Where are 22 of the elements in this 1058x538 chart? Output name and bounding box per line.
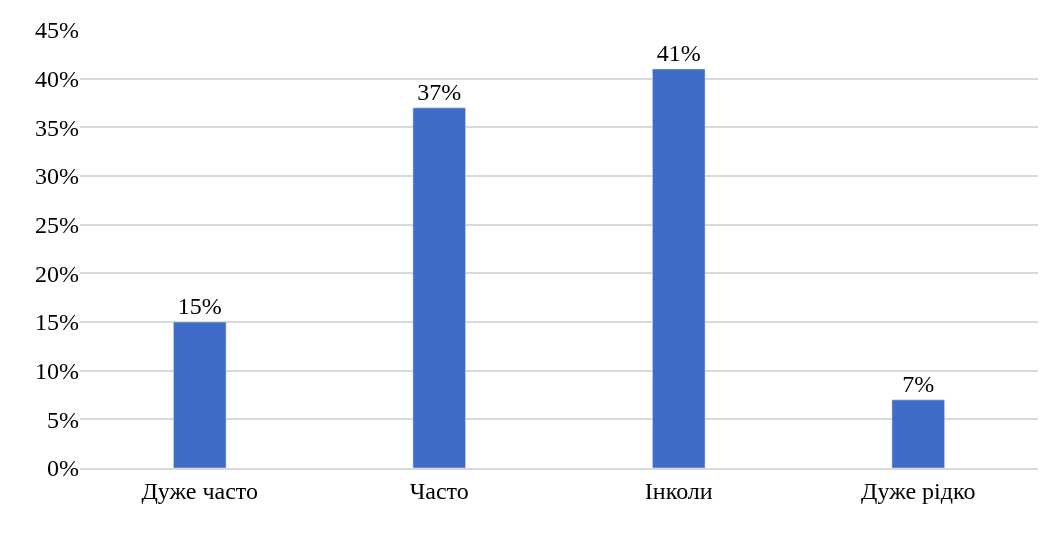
y-tick-label: 15% bbox=[35, 309, 79, 336]
data-label: 15% bbox=[177, 293, 222, 319]
y-tick-label: 45% bbox=[35, 17, 79, 44]
bar bbox=[412, 107, 466, 468]
y-tick-label: 0% bbox=[47, 455, 79, 482]
bar bbox=[652, 68, 706, 468]
y-tick-label: 20% bbox=[35, 260, 79, 287]
bar bbox=[173, 321, 227, 468]
data-label: 37% bbox=[417, 78, 462, 105]
x-tick-label: Інколи bbox=[644, 477, 713, 504]
y-tick-label: 40% bbox=[35, 66, 79, 93]
y-tick-label: 35% bbox=[35, 114, 79, 141]
y-tick-label: 5% bbox=[47, 406, 79, 433]
data-label: 41% bbox=[656, 39, 701, 66]
y-tick-label: 25% bbox=[35, 212, 79, 239]
x-tick-label: Часто bbox=[409, 477, 469, 504]
bar bbox=[891, 399, 945, 468]
data-label: 7% bbox=[902, 370, 935, 397]
y-tick-label: 10% bbox=[35, 358, 79, 385]
y-tick-label: 30% bbox=[35, 163, 79, 190]
x-tick-label: Дуже рідко bbox=[861, 477, 976, 504]
x-tick-label: Дуже часто bbox=[141, 477, 259, 504]
